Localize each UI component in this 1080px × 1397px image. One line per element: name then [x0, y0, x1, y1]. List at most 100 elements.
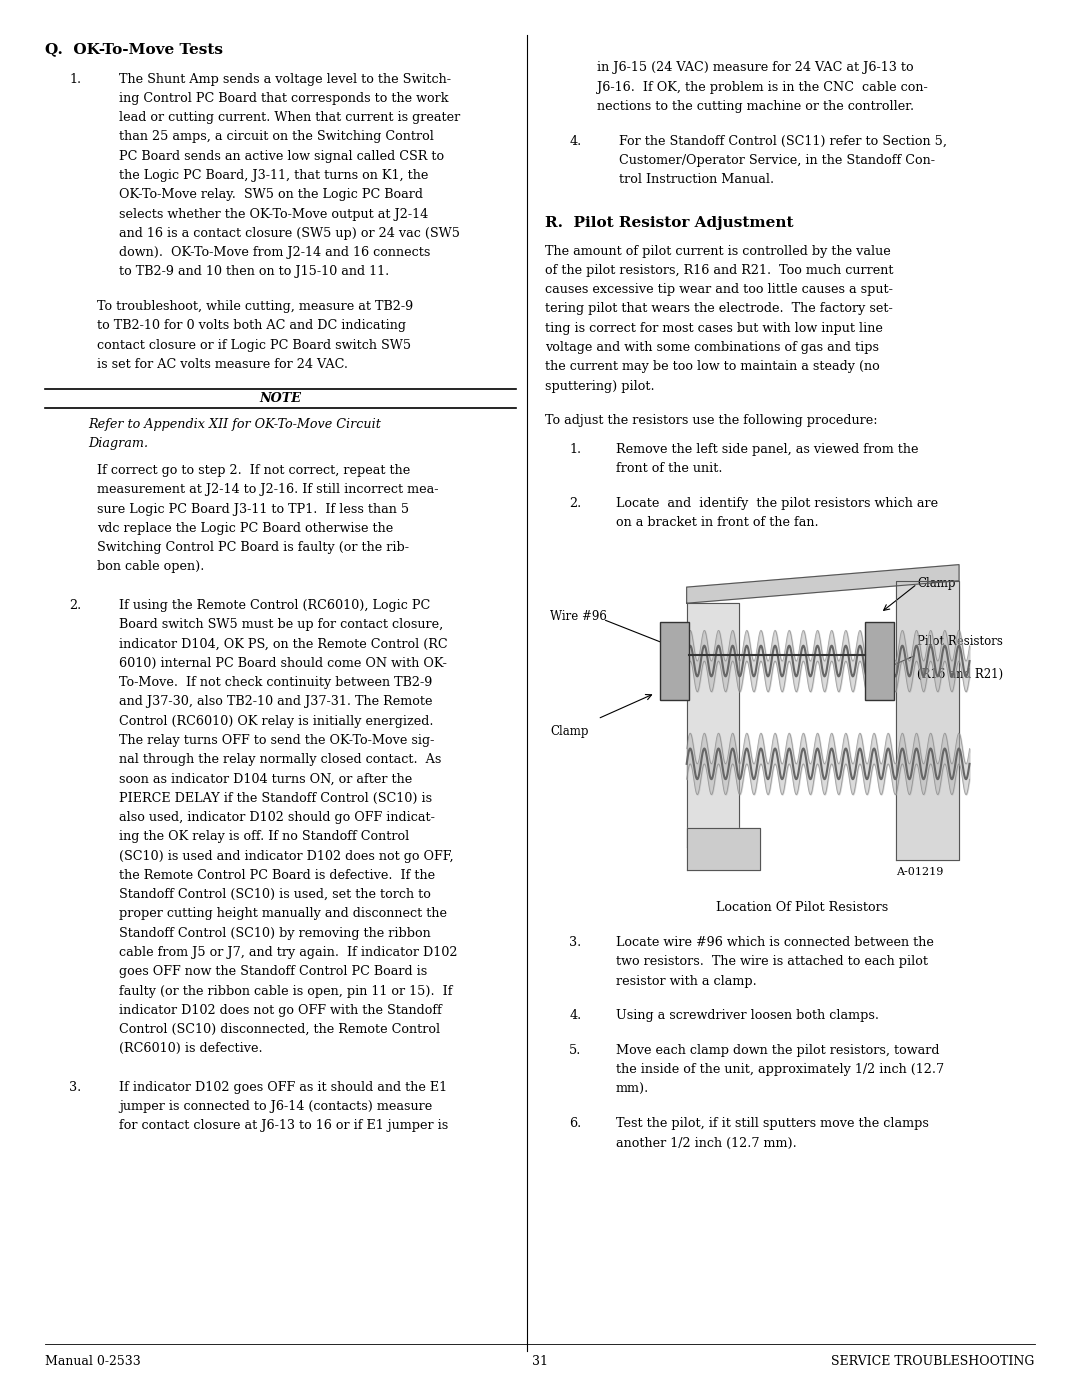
- Text: Control (SC10) disconnected, the Remote Control: Control (SC10) disconnected, the Remote …: [119, 1023, 440, 1037]
- Text: sure Logic PC Board J3-11 to TP1.  If less than 5: sure Logic PC Board J3-11 to TP1. If les…: [97, 503, 409, 515]
- Text: jumper is connected to J6-14 (contacts) measure: jumper is connected to J6-14 (contacts) …: [119, 1101, 432, 1113]
- Text: indicator D104, OK PS, on the Remote Control (RC: indicator D104, OK PS, on the Remote Con…: [119, 637, 447, 651]
- Text: the Remote Control PC Board is defective.  If the: the Remote Control PC Board is defective…: [119, 869, 435, 882]
- Text: 2.: 2.: [69, 599, 81, 612]
- Text: To-Move.  If not check continuity between TB2-9: To-Move. If not check continuity between…: [119, 676, 432, 689]
- Text: cable from J5 or J7, and try again.  If indicator D102: cable from J5 or J7, and try again. If i…: [119, 946, 457, 958]
- Text: To troubleshoot, while cutting, measure at TB2-9: To troubleshoot, while cutting, measure …: [97, 300, 414, 313]
- Text: nal through the relay normally closed contact.  As: nal through the relay normally closed co…: [119, 753, 441, 766]
- Text: contact closure or if Logic PC Board switch SW5: contact closure or if Logic PC Board swi…: [97, 338, 411, 352]
- Text: PIERCE DELAY if the Standoff Control (SC10) is: PIERCE DELAY if the Standoff Control (SC…: [119, 792, 432, 805]
- Text: soon as indicator D104 turns ON, or after the: soon as indicator D104 turns ON, or afte…: [119, 773, 413, 785]
- Text: 31: 31: [532, 1355, 548, 1368]
- Text: nections to the cutting machine or the controller.: nections to the cutting machine or the c…: [597, 101, 915, 113]
- Text: Test the pilot, if it still sputters move the clamps: Test the pilot, if it still sputters mov…: [616, 1118, 929, 1130]
- Text: Manual 0-2533: Manual 0-2533: [45, 1355, 141, 1368]
- Text: PC Board sends an active low signal called CSR to: PC Board sends an active low signal call…: [119, 149, 444, 163]
- Text: Locate  and  identify  the pilot resistors which are: Locate and identify the pilot resistors …: [616, 497, 937, 510]
- Text: goes OFF now the Standoff Control PC Board is: goes OFF now the Standoff Control PC Boa…: [119, 965, 427, 978]
- Text: OK-To-Move relay.  SW5 on the Logic PC Board: OK-To-Move relay. SW5 on the Logic PC Bo…: [119, 189, 422, 201]
- Text: SERVICE TROUBLESHOOTING: SERVICE TROUBLESHOOTING: [832, 1355, 1035, 1368]
- Text: For the Standoff Control (SC11) refer to Section 5,: For the Standoff Control (SC11) refer to…: [619, 134, 947, 148]
- Text: resistor with a clamp.: resistor with a clamp.: [616, 975, 756, 988]
- Text: 1.: 1.: [69, 73, 81, 85]
- Text: 6.: 6.: [569, 1118, 581, 1130]
- Text: Pilot Resistors: Pilot Resistors: [917, 636, 1003, 648]
- Text: The Shunt Amp sends a voltage level to the Switch-: The Shunt Amp sends a voltage level to t…: [119, 73, 450, 85]
- Text: Customer/Operator Service, in the Standoff Con-: Customer/Operator Service, in the Stando…: [619, 154, 935, 168]
- Text: Remove the left side panel, as viewed from the: Remove the left side panel, as viewed fr…: [616, 443, 918, 457]
- Text: If indicator D102 goes OFF as it should and the E1: If indicator D102 goes OFF as it should …: [119, 1081, 447, 1094]
- Text: 3.: 3.: [569, 936, 581, 949]
- Text: Move each clamp down the pilot resistors, toward: Move each clamp down the pilot resistors…: [616, 1044, 940, 1058]
- Text: also used, indicator D102 should go OFF indicat-: also used, indicator D102 should go OFF …: [119, 812, 434, 824]
- Text: measurement at J2-14 to J2-16. If still incorrect mea-: measurement at J2-14 to J2-16. If still …: [97, 483, 438, 496]
- Text: than 25 amps, a circuit on the Switching Control: than 25 amps, a circuit on the Switching…: [119, 130, 434, 144]
- Text: 1.: 1.: [569, 443, 581, 457]
- Text: selects whether the OK-To-Move output at J2-14: selects whether the OK-To-Move output at…: [119, 208, 428, 221]
- Text: Board switch SW5 must be up for contact closure,: Board switch SW5 must be up for contact …: [119, 619, 443, 631]
- Text: to TB2-9 and 10 then on to J15-10 and 11.: to TB2-9 and 10 then on to J15-10 and 11…: [119, 265, 389, 278]
- Polygon shape: [896, 581, 959, 861]
- Text: the current may be too low to maintain a steady (no: the current may be too low to maintain a…: [545, 360, 880, 373]
- Text: causes excessive tip wear and too little causes a sput-: causes excessive tip wear and too little…: [545, 284, 893, 296]
- Text: ing the OK relay is off. If no Standoff Control: ing the OK relay is off. If no Standoff …: [119, 830, 409, 844]
- Text: J6-16.  If OK, the problem is in the CNC  cable con-: J6-16. If OK, the problem is in the CNC …: [597, 81, 928, 94]
- Text: front of the unit.: front of the unit.: [616, 462, 723, 475]
- Text: bon cable open).: bon cable open).: [97, 560, 204, 573]
- Text: vdc replace the Logic PC Board otherwise the: vdc replace the Logic PC Board otherwise…: [97, 522, 393, 535]
- Text: Standoff Control (SC10) is used, set the torch to: Standoff Control (SC10) is used, set the…: [119, 888, 431, 901]
- Text: for contact closure at J6-13 to 16 or if E1 jumper is: for contact closure at J6-13 to 16 or if…: [119, 1119, 448, 1133]
- Text: (SC10) is used and indicator D102 does not go OFF,: (SC10) is used and indicator D102 does n…: [119, 849, 454, 862]
- Polygon shape: [687, 604, 739, 848]
- Text: (RC6010) is defective.: (RC6010) is defective.: [119, 1042, 262, 1055]
- Text: 3.: 3.: [69, 1081, 81, 1094]
- Text: Using a screwdriver loosen both clamps.: Using a screwdriver loosen both clamps.: [616, 1010, 879, 1023]
- Text: Q.  OK-To-Move Tests: Q. OK-To-Move Tests: [45, 42, 224, 56]
- Text: Diagram.: Diagram.: [89, 437, 149, 450]
- Text: Switching Control PC Board is faulty (or the rib-: Switching Control PC Board is faulty (or…: [97, 541, 409, 555]
- Text: voltage and with some combinations of gas and tips: voltage and with some combinations of ga…: [545, 341, 879, 353]
- Text: Locate wire #96 which is connected between the: Locate wire #96 which is connected betwe…: [616, 936, 933, 949]
- Bar: [540, 564, 1064, 886]
- Text: 2.: 2.: [569, 497, 581, 510]
- Text: 4.: 4.: [569, 1010, 581, 1023]
- Text: mm).: mm).: [616, 1083, 649, 1095]
- Text: The relay turns OFF to send the OK-To-Move sig-: The relay turns OFF to send the OK-To-Mo…: [119, 733, 434, 747]
- Polygon shape: [687, 564, 959, 604]
- Text: A-01219: A-01219: [896, 866, 944, 877]
- Text: to TB2-10 for 0 volts both AC and DC indicating: to TB2-10 for 0 volts both AC and DC ind…: [97, 320, 406, 332]
- Text: ing Control PC Board that corresponds to the work: ing Control PC Board that corresponds to…: [119, 92, 448, 105]
- Text: indicator D102 does not go OFF with the Standoff: indicator D102 does not go OFF with the …: [119, 1004, 442, 1017]
- Text: two resistors.  The wire is attached to each pilot: two resistors. The wire is attached to e…: [616, 956, 928, 968]
- Text: and 16 is a contact closure (SW5 up) or 24 vac (SW5: and 16 is a contact closure (SW5 up) or …: [119, 226, 460, 240]
- Text: Refer to Appendix XII for OK-To-Move Circuit: Refer to Appendix XII for OK-To-Move Cir…: [89, 418, 381, 430]
- Text: The amount of pilot current is controlled by the value: The amount of pilot current is controlle…: [545, 244, 891, 257]
- Text: Wire #96: Wire #96: [551, 609, 607, 623]
- Bar: [661, 623, 689, 700]
- Bar: [865, 623, 893, 700]
- Text: (R16 and R21): (R16 and R21): [917, 668, 1003, 680]
- Text: 5.: 5.: [569, 1044, 581, 1058]
- Text: R.  Pilot Resistor Adjustment: R. Pilot Resistor Adjustment: [545, 215, 794, 229]
- Text: in J6-15 (24 VAC) measure for 24 VAC at J6-13 to: in J6-15 (24 VAC) measure for 24 VAC at …: [597, 61, 914, 74]
- Text: ting is correct for most cases but with low input line: ting is correct for most cases but with …: [545, 321, 883, 335]
- Text: of the pilot resistors, R16 and R21.  Too much current: of the pilot resistors, R16 and R21. Too…: [545, 264, 894, 277]
- Text: tering pilot that wears the electrode.  The factory set-: tering pilot that wears the electrode. T…: [545, 303, 893, 316]
- Text: proper cutting height manually and disconnect the: proper cutting height manually and disco…: [119, 908, 447, 921]
- Text: lead or cutting current. When that current is greater: lead or cutting current. When that curre…: [119, 112, 460, 124]
- Text: To adjust the resistors use the following procedure:: To adjust the resistors use the followin…: [545, 415, 878, 427]
- Text: is set for AC volts measure for 24 VAC.: is set for AC volts measure for 24 VAC.: [97, 358, 348, 372]
- Text: on a bracket in front of the fan.: on a bracket in front of the fan.: [616, 517, 819, 529]
- Text: Location Of Pilot Resistors: Location Of Pilot Resistors: [716, 901, 888, 915]
- Text: faulty (or the ribbon cable is open, pin 11 or 15).  If: faulty (or the ribbon cable is open, pin…: [119, 985, 453, 997]
- Text: Standoff Control (SC10) by removing the ribbon: Standoff Control (SC10) by removing the …: [119, 926, 431, 940]
- Text: Clamp: Clamp: [917, 577, 956, 591]
- Text: Control (RC6010) OK relay is initially energized.: Control (RC6010) OK relay is initially e…: [119, 715, 433, 728]
- Text: another 1/2 inch (12.7 mm).: another 1/2 inch (12.7 mm).: [616, 1137, 796, 1150]
- Text: If correct go to step 2.  If not correct, repeat the: If correct go to step 2. If not correct,…: [97, 464, 410, 476]
- Text: 6010) internal PC Board should come ON with OK-: 6010) internal PC Board should come ON w…: [119, 657, 447, 669]
- Text: the inside of the unit, approximately 1/2 inch (12.7: the inside of the unit, approximately 1/…: [616, 1063, 944, 1076]
- Text: the Logic PC Board, J3-11, that turns on K1, the: the Logic PC Board, J3-11, that turns on…: [119, 169, 428, 182]
- Text: trol Instruction Manual.: trol Instruction Manual.: [619, 173, 774, 186]
